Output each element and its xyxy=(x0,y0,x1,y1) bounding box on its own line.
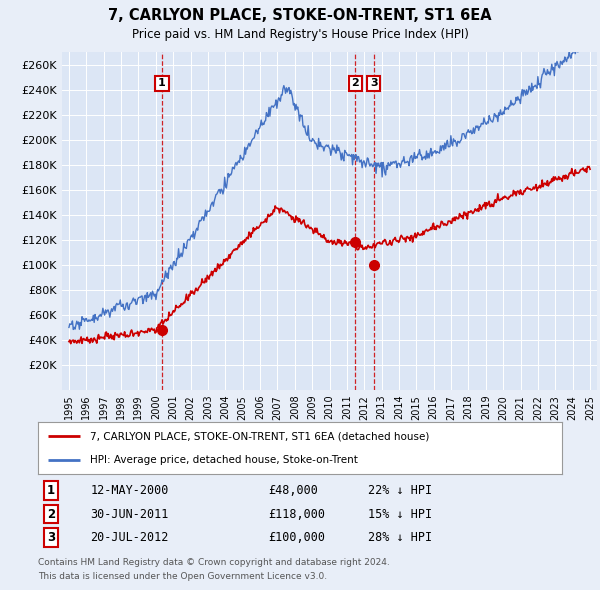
Text: This data is licensed under the Open Government Licence v3.0.: This data is licensed under the Open Gov… xyxy=(38,572,327,581)
Text: 28% ↓ HPI: 28% ↓ HPI xyxy=(368,531,432,544)
Text: 30-JUN-2011: 30-JUN-2011 xyxy=(91,507,169,520)
Text: 2: 2 xyxy=(352,78,359,88)
Text: £118,000: £118,000 xyxy=(269,507,326,520)
Text: 7, CARLYON PLACE, STOKE-ON-TRENT, ST1 6EA (detached house): 7, CARLYON PLACE, STOKE-ON-TRENT, ST1 6E… xyxy=(91,431,430,441)
Text: 1: 1 xyxy=(158,78,166,88)
Text: 15% ↓ HPI: 15% ↓ HPI xyxy=(368,507,432,520)
Text: £48,000: £48,000 xyxy=(269,484,319,497)
Text: 2: 2 xyxy=(47,507,55,520)
Text: £100,000: £100,000 xyxy=(269,531,326,544)
Text: 1: 1 xyxy=(47,484,55,497)
Text: 20-JUL-2012: 20-JUL-2012 xyxy=(91,531,169,544)
Text: HPI: Average price, detached house, Stoke-on-Trent: HPI: Average price, detached house, Stok… xyxy=(91,455,358,465)
Text: 12-MAY-2000: 12-MAY-2000 xyxy=(91,484,169,497)
Text: 3: 3 xyxy=(47,531,55,544)
Text: Price paid vs. HM Land Registry's House Price Index (HPI): Price paid vs. HM Land Registry's House … xyxy=(131,28,469,41)
Text: 3: 3 xyxy=(370,78,377,88)
Text: Contains HM Land Registry data © Crown copyright and database right 2024.: Contains HM Land Registry data © Crown c… xyxy=(38,558,390,567)
Text: 7, CARLYON PLACE, STOKE-ON-TRENT, ST1 6EA: 7, CARLYON PLACE, STOKE-ON-TRENT, ST1 6E… xyxy=(108,8,492,23)
Text: 22% ↓ HPI: 22% ↓ HPI xyxy=(368,484,432,497)
